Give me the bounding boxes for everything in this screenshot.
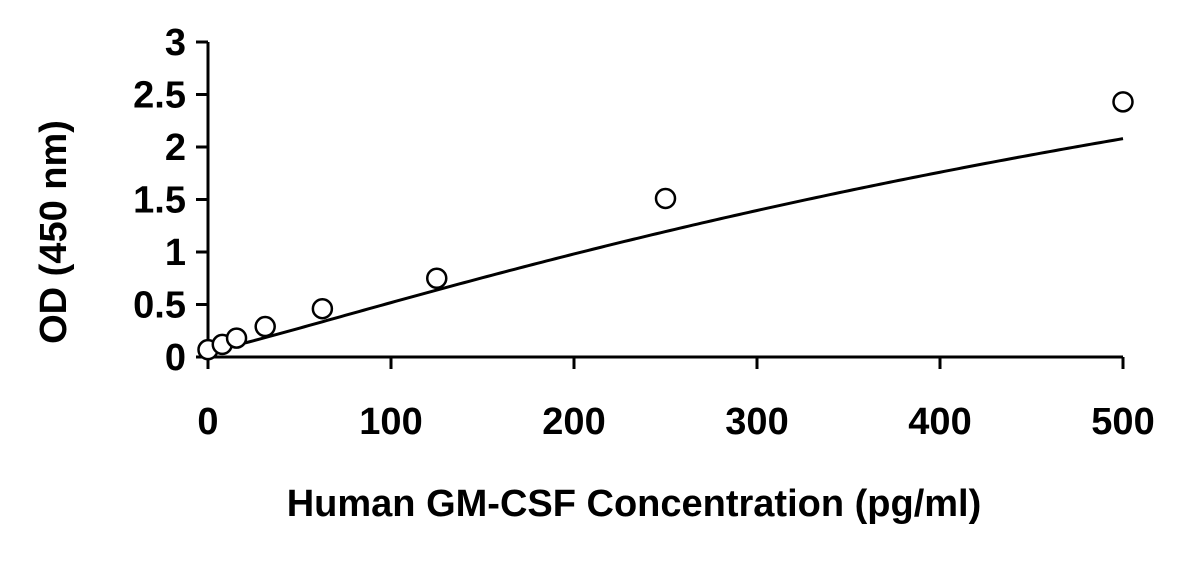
data-point	[654, 187, 677, 210]
axes: 0 0.5 1 1.5 2 2.5 3 0 100 200 300 400 500	[133, 22, 1155, 443]
y-tick-label: 2	[165, 127, 186, 169]
data-point	[254, 315, 276, 338]
data-point	[426, 267, 448, 289]
x-tick-label: 500	[1091, 401, 1154, 443]
data-point	[1112, 91, 1134, 113]
x-tick-label: 0	[197, 401, 218, 443]
y-axis-title: OD (450 nm)	[33, 120, 75, 344]
y-tick-label: 0.5	[133, 285, 186, 327]
fit-curve	[207, 137, 1124, 354]
y-tick-label: 0	[165, 337, 186, 379]
data-point	[311, 297, 334, 320]
data-point	[225, 327, 248, 349]
y-tick-label: 1	[165, 232, 186, 274]
y-axis-ticks: 0 0.5 1 1.5 2 2.5 3	[133, 22, 208, 379]
y-tick-label: 2.5	[133, 75, 186, 117]
x-axis-title: Human GM-CSF Concentration (pg/ml)	[287, 483, 982, 525]
y-tick-label: 1.5	[133, 180, 186, 222]
x-tick-label: 400	[908, 401, 971, 443]
y-tick-label: 3	[165, 22, 186, 64]
data-points	[197, 91, 1134, 361]
x-axis-ticks: 0 100 200 300 400 500	[197, 357, 1155, 443]
x-tick-label: 300	[725, 401, 788, 443]
x-tick-label: 200	[542, 401, 605, 443]
x-tick-label: 100	[359, 401, 422, 443]
